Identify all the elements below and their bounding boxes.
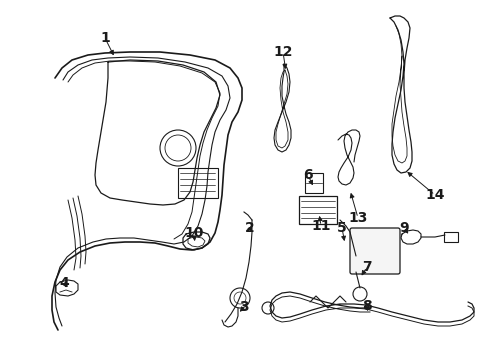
Bar — [443, 232, 457, 242]
Text: 14: 14 — [425, 188, 444, 202]
Text: 3: 3 — [239, 300, 248, 314]
Text: 13: 13 — [347, 211, 367, 225]
Text: 4: 4 — [59, 276, 69, 290]
Text: 11: 11 — [311, 219, 330, 233]
Text: 10: 10 — [184, 226, 203, 240]
Bar — [298, 196, 336, 224]
Text: 7: 7 — [362, 260, 371, 274]
Text: 2: 2 — [244, 221, 254, 235]
Text: 9: 9 — [398, 221, 408, 235]
FancyBboxPatch shape — [349, 228, 399, 274]
Text: 12: 12 — [273, 45, 292, 59]
Text: 1: 1 — [100, 31, 110, 45]
Text: 6: 6 — [303, 168, 312, 182]
Bar — [305, 173, 323, 193]
Text: 5: 5 — [336, 221, 346, 235]
Text: 8: 8 — [362, 299, 371, 313]
Bar — [178, 168, 218, 198]
